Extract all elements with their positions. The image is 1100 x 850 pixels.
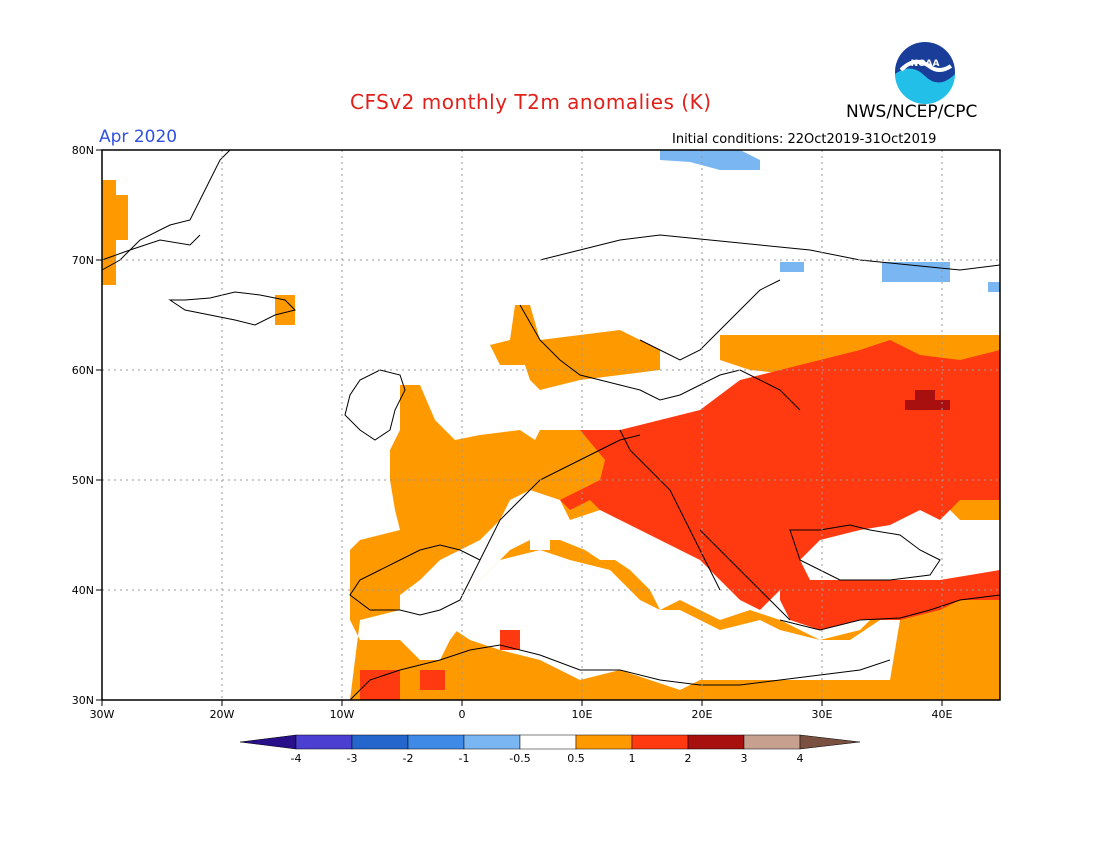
legend-swatch [295,734,353,750]
legend-labels: -4 -3 -2 -1 -0.5 0.5 1 2 3 4 [291,752,804,765]
legend-label: -1 [459,752,470,765]
agency-label: NWS/NCEP/CPC [846,102,978,122]
anomaly-map: 80N 70N 60N 50N 40N 30N 30W 20W 10W 0 10… [72,144,1001,720]
lon-label-20e: 20E [692,708,713,720]
lat-label-60n: 60N [72,364,94,377]
legend-swatch-arrow-high [799,734,861,750]
lon-label-10e: 10E [572,708,593,720]
anomaly-2-3-regions [905,390,950,410]
longitude-labels: 30W 20W 10W 0 10E 20E 30E 40E [90,708,953,720]
tick-marks [96,149,943,706]
lat-label-30n: 30N [72,694,94,707]
legend-label: 3 [741,752,748,765]
legend-swatch [575,734,633,750]
chart-title: CFSv2 monthly T2m anomalies (K) [350,90,712,114]
lat-label-80n: 80N [72,144,94,157]
lon-label-10w: 10W [330,708,355,720]
lat-label-50n: 50N [72,474,94,487]
lat-label-40n: 40N [72,584,94,597]
legend-swatch [407,734,465,750]
legend-swatch [631,734,689,750]
legend-label: -3 [347,752,358,765]
initial-conditions: Initial conditions: 22Oct2019-31Oct2019 [672,132,937,147]
lat-label-70n: 70N [72,254,94,267]
legend-swatch [463,734,521,750]
map-frame [101,149,1001,701]
lon-label-0: 0 [459,708,466,720]
noaa-logo: NOAA [895,42,955,104]
anomaly-fields [102,150,1000,700]
latitude-labels: 80N 70N 60N 50N 40N 30N [72,144,94,707]
lon-label-20w: 20W [210,708,235,720]
lon-label-40e: 40E [932,708,953,720]
legend-swatch [687,734,745,750]
legend-label: 0.5 [567,752,585,765]
legend-swatch-arrow-low [239,734,297,750]
legend-label: -2 [403,752,414,765]
legend-label: 2 [685,752,692,765]
legend-label: -0.5 [509,752,530,765]
anomaly-negative-regions [660,150,1000,292]
near-zero-regions [455,520,940,690]
color-legend: -4 -3 -2 -1 -0.5 0.5 1 2 3 4 [239,734,861,765]
legend-swatch [519,734,577,750]
legend-label: -4 [291,752,302,765]
coastlines [101,149,1001,701]
legend-label: 4 [797,752,804,765]
svg-text:NOAA: NOAA [911,59,940,69]
graticule [102,150,1000,700]
legend-swatch [743,734,801,750]
anomaly-1-2-regions [360,340,1000,700]
legend-label: 1 [629,752,636,765]
legend-swatch [351,734,409,750]
lon-label-30e: 30E [812,708,833,720]
lon-label-30w: 30W [90,708,115,720]
legend-swatches [239,734,861,750]
forecast-period: Apr 2020 [99,127,178,147]
